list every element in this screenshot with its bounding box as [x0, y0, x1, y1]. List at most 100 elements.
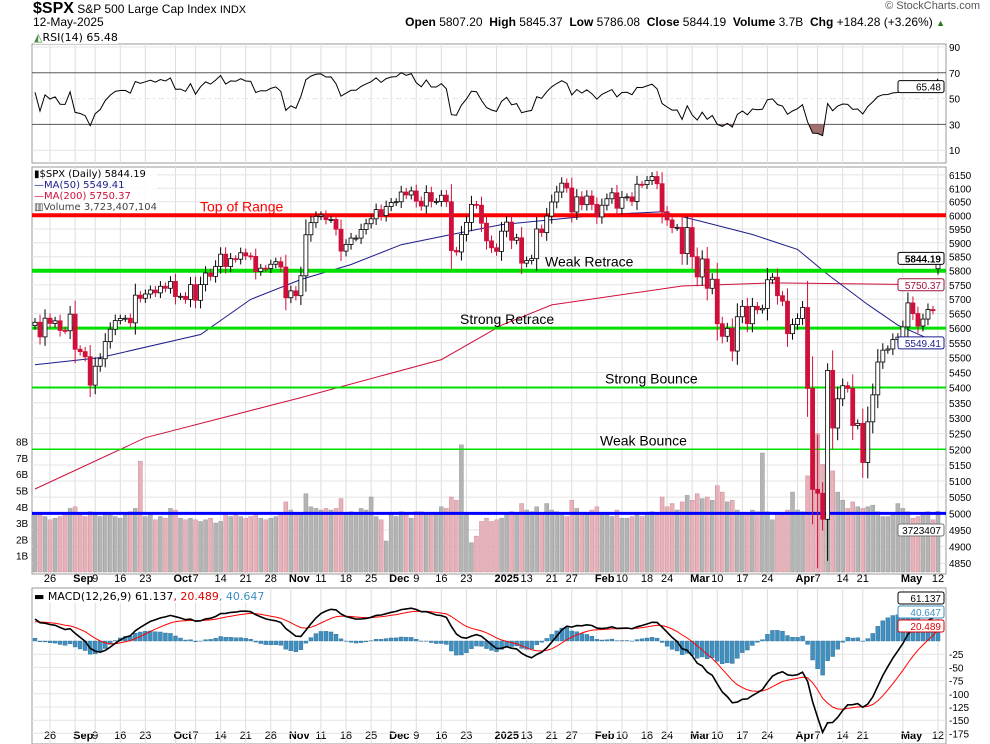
volume-bar — [579, 514, 585, 573]
x-axis-label: 21 — [240, 730, 252, 742]
macd-histogram-bar — [32, 637, 38, 642]
macd-signal-line — [34, 610, 939, 710]
candle-body — [770, 276, 775, 281]
price-axis-label: 4850 — [949, 559, 972, 570]
candle-body — [453, 250, 459, 253]
volume-bar — [669, 503, 675, 573]
macd-histogram-bar — [770, 630, 775, 642]
candle-body — [288, 290, 294, 299]
volume-bar — [720, 491, 725, 573]
volume-bar — [193, 519, 198, 573]
x-axis-label: 14 — [214, 573, 226, 585]
volume-bar — [52, 517, 58, 573]
macd-histogram-bar — [378, 639, 384, 642]
x-axis-label: 18 — [340, 573, 352, 585]
macd-axis-label: -75 — [949, 677, 964, 688]
macd-histogram-bar — [810, 640, 815, 661]
candle-body — [875, 361, 881, 396]
candle-body — [323, 214, 329, 221]
x-axis-label: 14 — [214, 730, 226, 742]
volume-bar — [102, 513, 108, 573]
volume-bar — [629, 516, 635, 573]
macd-histogram-bar — [710, 640, 715, 658]
volume-bar — [77, 514, 83, 573]
rsi-line — [34, 72, 939, 137]
volume-bar — [855, 506, 860, 573]
volume-bar — [348, 511, 354, 573]
candle-body — [920, 318, 926, 327]
ma200-legend-text: MA(200) 5750.37 — [44, 191, 131, 202]
price-axis-label: 5750 — [949, 281, 972, 292]
candle-body — [709, 278, 715, 289]
candle-body — [744, 305, 750, 325]
macd-histogram-bar — [479, 640, 484, 647]
volume-bar — [313, 508, 319, 573]
volume-bar — [504, 514, 509, 573]
candle-body — [238, 252, 244, 260]
volume-bar — [830, 470, 835, 573]
volume-bar — [534, 506, 539, 573]
candle-body — [524, 260, 530, 264]
signal-value-tag-box — [897, 619, 945, 633]
volume-bar — [895, 503, 901, 573]
exchange: INDX — [219, 4, 247, 16]
candle-body — [188, 284, 193, 300]
candle-body — [448, 201, 454, 251]
macd-histogram-bar — [454, 640, 459, 656]
volume-axis-label: 4B — [16, 503, 29, 514]
volume-bar — [67, 508, 73, 573]
macd-legend: ▬ MACD(12,26,9) 61.137, 20.489, 40.647 — [34, 590, 265, 603]
volume-bar — [710, 500, 715, 573]
candle-body — [765, 279, 770, 309]
candle-body — [263, 267, 269, 270]
volume-bar — [464, 514, 469, 573]
macd-histogram-bar — [890, 615, 896, 642]
x-axis-label: 7 — [815, 730, 821, 742]
macd-histogram-bar — [52, 640, 58, 644]
volume-bar — [358, 508, 364, 573]
annotation-label: Weak Retrace — [545, 254, 634, 270]
candle-body — [815, 488, 820, 494]
watermark: © StockCharts.com — [885, 0, 980, 12]
candle-body — [283, 266, 289, 299]
candle-body — [910, 302, 916, 314]
candle-body — [203, 272, 208, 285]
x-axis-label: 10 — [711, 730, 723, 742]
macd-histogram-bar — [579, 633, 585, 642]
macd-axis-label: -100 — [949, 690, 969, 701]
volume-bar — [469, 542, 474, 573]
x-axis-label: 26 — [44, 730, 56, 742]
volume-label: Volume — [732, 15, 776, 29]
macd-histogram-bar — [163, 632, 168, 642]
volume-bar — [298, 513, 304, 573]
volume-bar — [589, 509, 595, 573]
annotation-label: Strong Retrace — [460, 311, 554, 327]
price-axis-label: 5450 — [949, 368, 972, 379]
macd-histogram-bar — [358, 640, 364, 643]
ma200-value-tag-box — [897, 278, 945, 292]
x-axis-label: 2025 — [495, 730, 519, 742]
volume-bar — [123, 514, 128, 573]
price-axis-label: 5300 — [949, 414, 972, 425]
macd-histogram-bar — [328, 631, 334, 642]
chart-date: 12-May-2025 — [33, 15, 104, 29]
volume-bar — [57, 516, 63, 573]
x-axis-label: 21 — [857, 730, 869, 742]
high-label: High — [489, 15, 516, 29]
candle-body — [443, 194, 449, 203]
candle-body — [213, 266, 219, 277]
x-axis-label: Dec — [389, 573, 409, 585]
volume-bar — [373, 516, 379, 573]
volume-bar — [574, 508, 580, 573]
candle-body — [629, 196, 635, 202]
volume-bar — [62, 513, 68, 573]
volume-bar — [429, 514, 434, 573]
volume-bar — [935, 511, 941, 573]
close-label: Close — [646, 15, 680, 29]
macd-histogram-bar — [399, 636, 404, 642]
macd-histogram-bar — [519, 640, 524, 649]
volume-bar — [885, 516, 891, 573]
volume-bar — [699, 498, 705, 573]
candle-body — [644, 180, 650, 185]
price-axis-label: 5500 — [949, 354, 972, 365]
